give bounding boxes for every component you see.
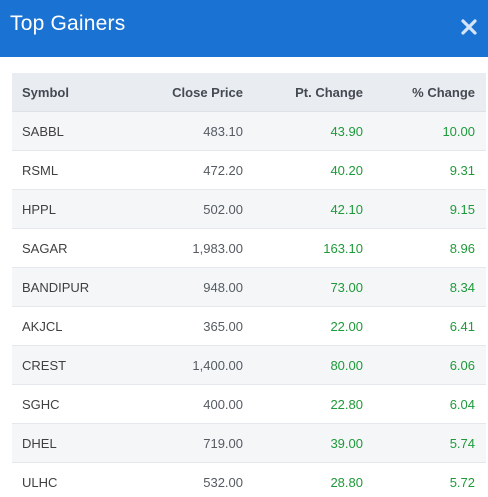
table-row[interactable]: HPPL 502.00 42.10 9.15 <box>12 189 486 229</box>
cell-pct-change: 6.04 <box>363 384 486 424</box>
cell-pt-change: 43.90 <box>243 111 363 151</box>
table-row[interactable]: SABBL 483.10 43.90 10.00 <box>12 111 486 151</box>
cell-pt-change: 80.00 <box>243 345 363 385</box>
cell-pct-change: 5.72 <box>363 462 486 497</box>
cell-pct-change: 8.96 <box>363 228 486 268</box>
cell-pt-change: 22.80 <box>243 384 363 424</box>
cell-symbol[interactable]: DHEL <box>12 423 132 463</box>
cell-symbol[interactable]: SGHC <box>12 384 132 424</box>
table-row[interactable]: CREST 1,400.00 80.00 6.06 <box>12 345 486 385</box>
cell-pct-change: 5.74 <box>363 423 486 463</box>
column-header-symbol[interactable]: Symbol <box>12 73 132 112</box>
cell-close-price: 483.10 <box>132 111 243 151</box>
table-body: SABBL 483.10 43.90 10.00 RSML 472.20 40.… <box>12 111 486 497</box>
cell-pt-change: 73.00 <box>243 267 363 307</box>
table-header: Symbol Close Price Pt. Change % Change <box>12 73 486 112</box>
cell-close-price: 948.00 <box>132 267 243 307</box>
cell-symbol[interactable]: SAGAR <box>12 228 132 268</box>
close-icon[interactable] <box>459 17 479 37</box>
cell-pt-change: 39.00 <box>243 423 363 463</box>
cell-pct-change: 9.15 <box>363 189 486 229</box>
cell-close-price: 400.00 <box>132 384 243 424</box>
column-header-close-price[interactable]: Close Price <box>132 73 243 112</box>
cell-close-price: 1,400.00 <box>132 345 243 385</box>
cell-pt-change: 163.10 <box>243 228 363 268</box>
cell-symbol[interactable]: SABBL <box>12 111 132 151</box>
table-row[interactable]: RSML 472.20 40.20 9.31 <box>12 150 486 190</box>
table-row[interactable]: BANDIPUR 948.00 73.00 8.34 <box>12 267 486 307</box>
cell-pct-change: 9.31 <box>363 150 486 190</box>
cell-pct-change: 10.00 <box>363 111 486 151</box>
table-row[interactable]: DHEL 719.00 39.00 5.74 <box>12 423 486 463</box>
modal-body: Symbol Close Price Pt. Change % Change S… <box>12 73 486 497</box>
cell-pct-change: 6.41 <box>363 306 486 346</box>
cell-symbol[interactable]: ULHC <box>12 462 132 497</box>
cell-close-price: 472.20 <box>132 150 243 190</box>
modal-header: Top Gainers <box>0 0 488 57</box>
cell-symbol[interactable]: HPPL <box>12 189 132 229</box>
table-row[interactable]: AKJCL 365.00 22.00 6.41 <box>12 306 486 346</box>
gainers-table: Symbol Close Price Pt. Change % Change S… <box>12 73 486 497</box>
table-row[interactable]: SGHC 400.00 22.80 6.04 <box>12 384 486 424</box>
table-header-row: Symbol Close Price Pt. Change % Change <box>12 73 486 112</box>
cell-symbol[interactable]: BANDIPUR <box>12 267 132 307</box>
cell-pt-change: 22.00 <box>243 306 363 346</box>
cell-symbol[interactable]: RSML <box>12 150 132 190</box>
table-row[interactable]: ULHC 532.00 28.80 5.72 <box>12 462 486 497</box>
table-row[interactable]: SAGAR 1,983.00 163.10 8.96 <box>12 228 486 268</box>
cell-symbol[interactable]: AKJCL <box>12 306 132 346</box>
cell-close-price: 502.00 <box>132 189 243 229</box>
cell-pt-change: 40.20 <box>243 150 363 190</box>
cell-pt-change: 42.10 <box>243 189 363 229</box>
cell-close-price: 719.00 <box>132 423 243 463</box>
cell-symbol[interactable]: CREST <box>12 345 132 385</box>
cell-close-price: 1,983.00 <box>132 228 243 268</box>
modal-title: Top Gainers <box>10 12 126 35</box>
cell-pct-change: 6.06 <box>363 345 486 385</box>
column-header-pct-change[interactable]: % Change <box>363 73 486 112</box>
cell-pt-change: 28.80 <box>243 462 363 497</box>
column-header-pt-change[interactable]: Pt. Change <box>243 73 363 112</box>
cell-close-price: 532.00 <box>132 462 243 497</box>
cell-pct-change: 8.34 <box>363 267 486 307</box>
cell-close-price: 365.00 <box>132 306 243 346</box>
